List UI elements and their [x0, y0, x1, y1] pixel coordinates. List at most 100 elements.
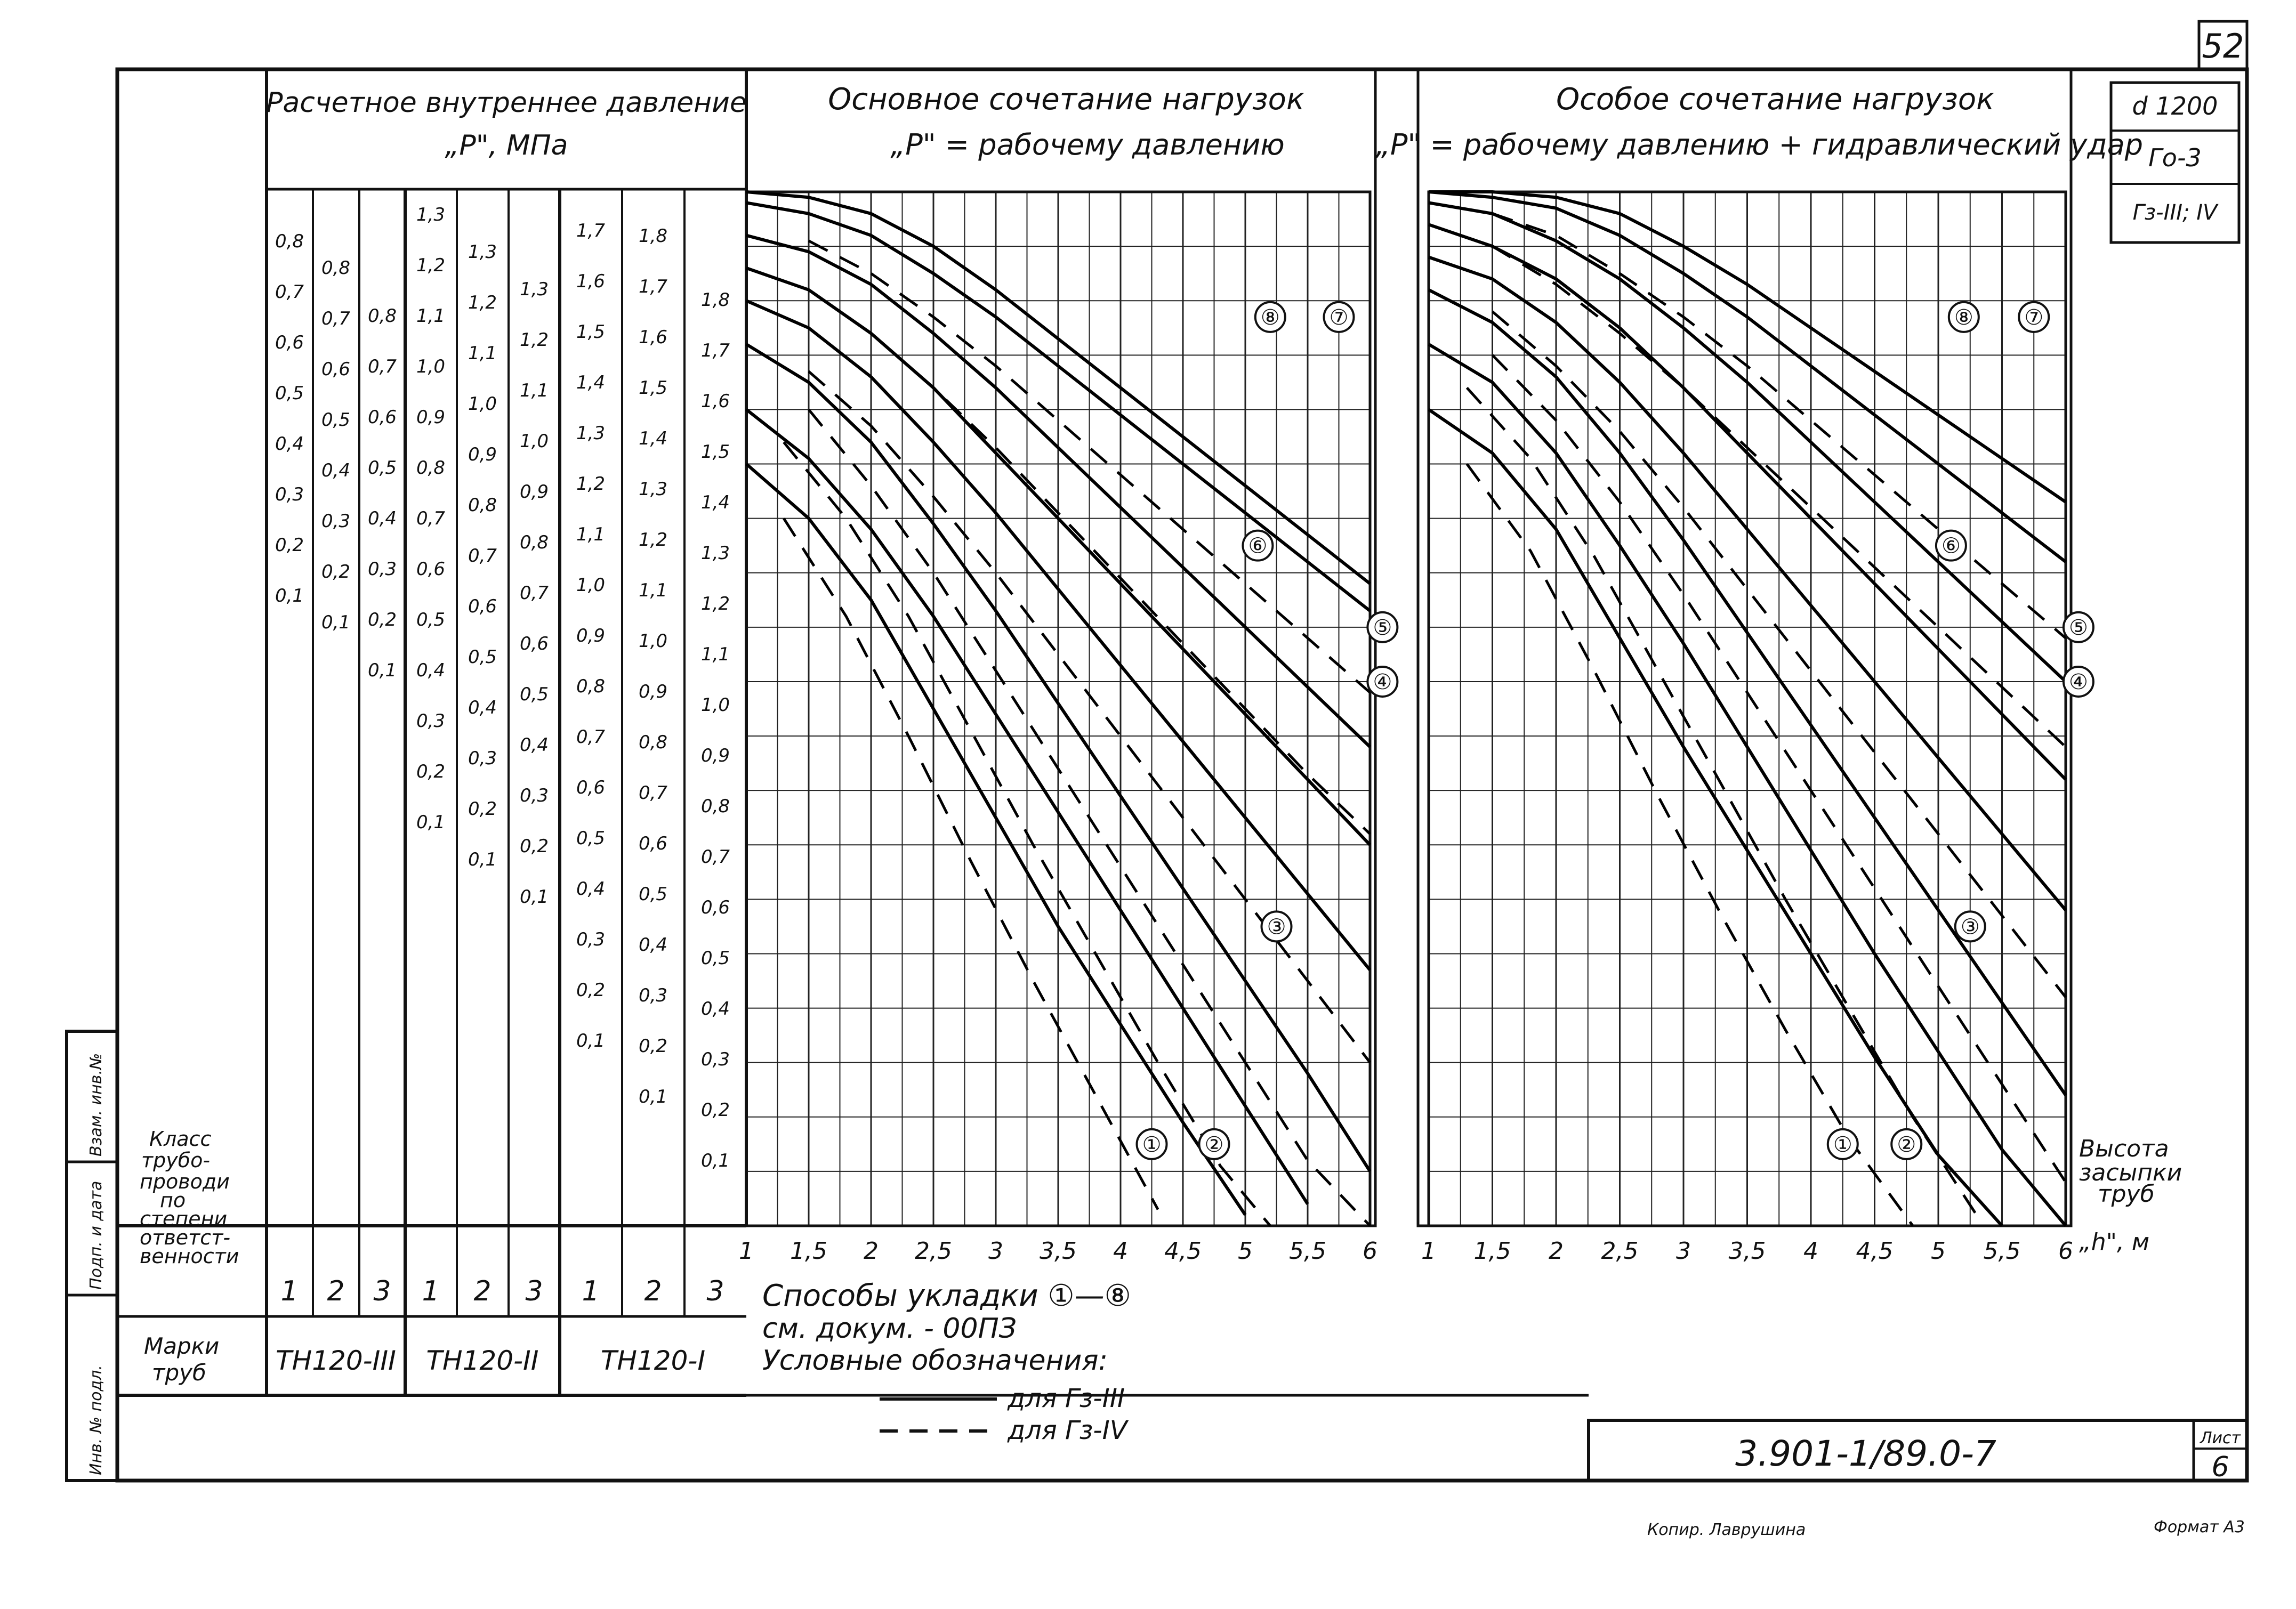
pressure-tick-label: 0,2 — [416, 761, 445, 782]
mark-label: Марки труб — [144, 1333, 227, 1386]
series-callout-circle — [2062, 611, 2094, 643]
pressure-tick-label: 1,1 — [416, 305, 445, 327]
pressure-tick-label: 0,3 — [639, 985, 667, 1006]
pressure-tick-label: 1,0 — [701, 694, 730, 716]
pressure-tick-label: 1,8 — [639, 225, 667, 247]
class-number: 3 — [525, 1275, 543, 1307]
stamp-cell-replaced: Взам. инв.№ — [87, 1053, 106, 1157]
pressure-tick-label: 0,9 — [701, 745, 730, 766]
plot-area — [745, 190, 1372, 1227]
series-callout-circle — [1954, 910, 1986, 943]
main-chart-panel — [745, 68, 1377, 1227]
series-callout-label: ⑥ — [1941, 534, 1961, 559]
class-number: 2 — [327, 1275, 344, 1307]
x-tick-label: 4,5 — [1164, 1238, 1202, 1265]
legend-title: Условные обозначения: — [762, 1345, 1108, 1377]
x-tick-label: 3,5 — [1729, 1238, 1766, 1265]
pressure-tick-label: 0,9 — [639, 681, 667, 702]
pressure-tick-label: 1,7 — [576, 220, 605, 241]
pressure-tick-label: 0,7 — [639, 782, 667, 804]
pressure-tick-label: 0,2 — [639, 1036, 667, 1057]
pressure-tick-label: 0,5 — [416, 609, 445, 630]
class-number: 1 — [582, 1275, 599, 1307]
pressure-tick-label: 0,3 — [321, 511, 350, 532]
left-binding-strip — [65, 1030, 119, 1482]
methods-note: Способы укладки ①—⑧ — [762, 1279, 1131, 1313]
class-number: 2 — [473, 1275, 491, 1307]
class-number: 2 — [644, 1275, 662, 1307]
x-tick-label: 4,5 — [1856, 1238, 1894, 1265]
pressure-tick-label: 0,4 — [468, 697, 497, 718]
series-callout-circle — [1826, 1128, 1859, 1160]
class-numbers: 1 2 3 1 2 3 1 2 3 — [280, 1275, 724, 1307]
pressure-tick-label: 0,8 — [576, 676, 605, 697]
pressure-tick-label: 0,9 — [416, 407, 445, 428]
series-callout-label: ② — [1897, 1133, 1916, 1157]
series-line-1-dashed — [783, 518, 1159, 1210]
x-tick-label: 4 — [1113, 1238, 1128, 1265]
pressure-tick-label: 0,4 — [520, 734, 549, 756]
series-line-3-solid — [1428, 288, 2067, 1096]
pressure-tick-label: 0,5 — [701, 948, 730, 969]
pressure-tick-label: 0,7 — [576, 726, 605, 748]
x-tick-label: 1,5 — [790, 1238, 827, 1265]
x-tick-label: 1,5 — [1474, 1238, 1511, 1265]
pressure-tick-label: 1,2 — [520, 329, 549, 351]
series-line-4-solid — [745, 299, 1372, 972]
series-callout-circle — [1135, 1128, 1168, 1160]
pressure-tick-label: 1,7 — [701, 340, 730, 361]
series-callout-label: ⑧ — [1954, 305, 1973, 330]
pressure-scales: 0,8 0,7 0,6 0,5 0,4 0,3 0,2 0,1 0,8 0,7 0,6 0,5 0,4 0… — [275, 204, 730, 1171]
series-callout-label: ② — [1205, 1133, 1224, 1157]
pressure-tick-label: 1,0 — [576, 575, 605, 596]
series-line-2-solid — [745, 408, 1309, 1205]
pressure-tick-label: 0,4 — [275, 433, 304, 455]
pressure-tick-label: 1,2 — [416, 255, 445, 276]
pressure-tick-label: 1,7 — [639, 276, 667, 297]
special-chart-panel — [1416, 68, 2073, 1227]
pressure-tick-label: 0,1 — [701, 1150, 730, 1171]
pressure-tick-label: 0,3 — [275, 484, 304, 505]
stamp-cell-inventory: Инв. № подл. — [87, 1365, 106, 1475]
pressure-tick-label: 0,6 — [520, 633, 549, 654]
main-chart-title: Основное сочетание нагрузок — [828, 82, 1304, 117]
paper-format: Формат А3 — [2154, 1518, 2245, 1537]
pipe-mark: ТН120-II — [426, 1345, 538, 1376]
pressure-tick-label: 1,3 — [520, 279, 549, 300]
series-line-7-solid — [746, 201, 1371, 612]
pressure-tick-label: 1,8 — [701, 289, 730, 311]
pressure-tick-label: 1,1 — [576, 524, 605, 545]
pressure-tick-label: 0,9 — [468, 444, 497, 465]
main-chart-subtitle: „P" = рабочему давлению — [890, 128, 1285, 161]
pressure-tick-label: 0,8 — [520, 532, 549, 553]
pressure-tick-label: 0,4 — [701, 998, 730, 1020]
pressure-tick-label: 0,7 — [520, 583, 549, 604]
pressure-tick-label: 0,7 — [468, 545, 497, 567]
class-number: 1 — [280, 1275, 298, 1307]
x-tick-label: 1 — [739, 1238, 754, 1265]
x-tick-label: 2 — [864, 1238, 879, 1265]
class-number: 3 — [373, 1275, 391, 1307]
pressure-tick-label: 0,3 — [468, 748, 497, 769]
pressure-tick-label: 0,5 — [321, 409, 350, 431]
pressure-tick-label: 1,0 — [468, 393, 497, 415]
series-callout-label: ③ — [1267, 915, 1286, 939]
sheet-label: Лист — [2200, 1429, 2242, 1448]
pressure-tick-label: 0,1 — [368, 660, 397, 681]
sheet-number: 6 — [2211, 1451, 2229, 1483]
pressure-tick-label: 0,6 — [416, 559, 445, 580]
corner-diameter: d 1200 — [2132, 92, 2218, 120]
series-callout-circle — [1198, 1128, 1230, 1160]
series-line-7-dashed — [808, 239, 1371, 694]
series-callout-label: ⑧ — [1261, 305, 1280, 330]
series-callout-circle — [1890, 1128, 1923, 1160]
pressure-tick-label: 1,6 — [701, 391, 730, 412]
pressure-tick-label: 0,2 — [701, 1099, 730, 1121]
pressure-tick-label: 0,5 — [275, 383, 304, 404]
series-line-8-solid — [746, 190, 1371, 585]
pressure-tick-label: 0,5 — [468, 646, 497, 668]
series-callout-circle — [1242, 529, 1274, 562]
pressure-tick-label: 0,2 — [275, 535, 304, 556]
pressure-tick-label: 0,6 — [639, 833, 667, 854]
pressure-tick-label: 1,3 — [468, 241, 497, 263]
